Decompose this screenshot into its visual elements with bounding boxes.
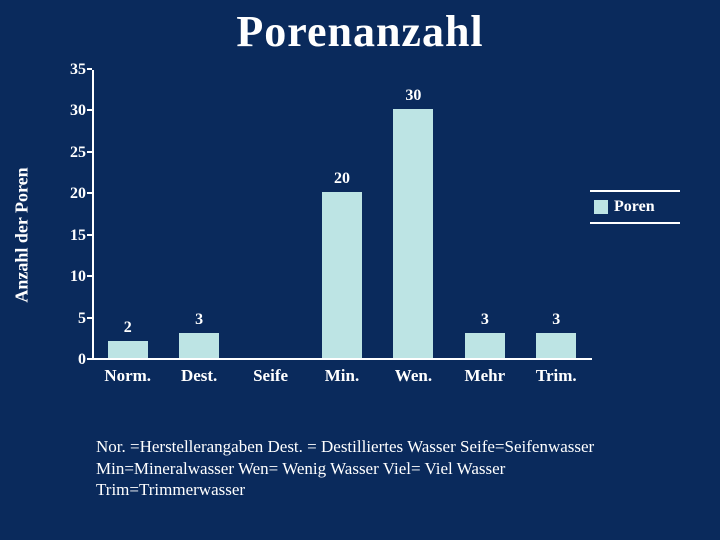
bar bbox=[322, 192, 362, 358]
legend: Poren bbox=[590, 190, 680, 224]
bar-value-label: 20 bbox=[312, 170, 372, 188]
y-tick-mark bbox=[87, 192, 92, 194]
y-tick-label: 20 bbox=[58, 185, 86, 203]
y-tick-label: 15 bbox=[58, 227, 86, 245]
bar-value-label: 3 bbox=[169, 311, 229, 329]
bar-chart: Anzahl der Poren Poren 051015202530352No… bbox=[32, 70, 688, 400]
x-category-label: Wen. bbox=[373, 366, 453, 386]
x-category-label: Mehr bbox=[445, 366, 525, 386]
plot-area: Poren 051015202530352Norm.3Dest.Seife20M… bbox=[92, 70, 592, 360]
x-category-label: Seife bbox=[231, 366, 311, 386]
y-tick-label: 5 bbox=[58, 310, 86, 328]
bar bbox=[536, 333, 576, 358]
y-tick-label: 35 bbox=[58, 61, 86, 79]
footnote-text: Nor. =Herstellerangaben Dest. = Destilli… bbox=[96, 436, 636, 500]
slide: Porenanzahl Anzahl der Poren Poren 0 5 10 1… bbox=[0, 0, 720, 540]
legend-swatch bbox=[594, 200, 608, 214]
y-tick-mark bbox=[87, 358, 92, 360]
y-tick-label: 30 bbox=[58, 102, 86, 120]
y-tick-mark bbox=[87, 234, 92, 236]
x-category-label: Trim. bbox=[516, 366, 596, 386]
bar-value-label: 30 bbox=[383, 87, 443, 105]
y-tick-mark bbox=[87, 151, 92, 153]
x-category-label: Dest. bbox=[159, 366, 239, 386]
y-axis bbox=[92, 70, 94, 360]
bar-value-label: 3 bbox=[526, 311, 586, 329]
bar bbox=[179, 333, 219, 358]
legend-label: Poren bbox=[614, 198, 655, 216]
y-tick-label: 0 bbox=[58, 351, 86, 369]
x-axis bbox=[92, 358, 592, 360]
y-tick-label: 10 bbox=[58, 268, 86, 286]
x-category-label: Min. bbox=[302, 366, 382, 386]
y-tick-mark bbox=[87, 109, 92, 111]
bar-value-label: 3 bbox=[455, 311, 515, 329]
y-tick-mark bbox=[87, 68, 92, 70]
x-category-label: Norm. bbox=[88, 366, 168, 386]
bar-value-label: 2 bbox=[98, 319, 158, 337]
y-tick-mark bbox=[87, 275, 92, 277]
y-tick-label: 25 bbox=[58, 144, 86, 162]
y-tick-mark bbox=[87, 317, 92, 319]
y-axis-label: Anzahl der Poren bbox=[12, 167, 33, 302]
bar bbox=[393, 109, 433, 358]
slide-title: Porenanzahl bbox=[0, 6, 720, 57]
bar bbox=[465, 333, 505, 358]
bar bbox=[108, 341, 148, 358]
